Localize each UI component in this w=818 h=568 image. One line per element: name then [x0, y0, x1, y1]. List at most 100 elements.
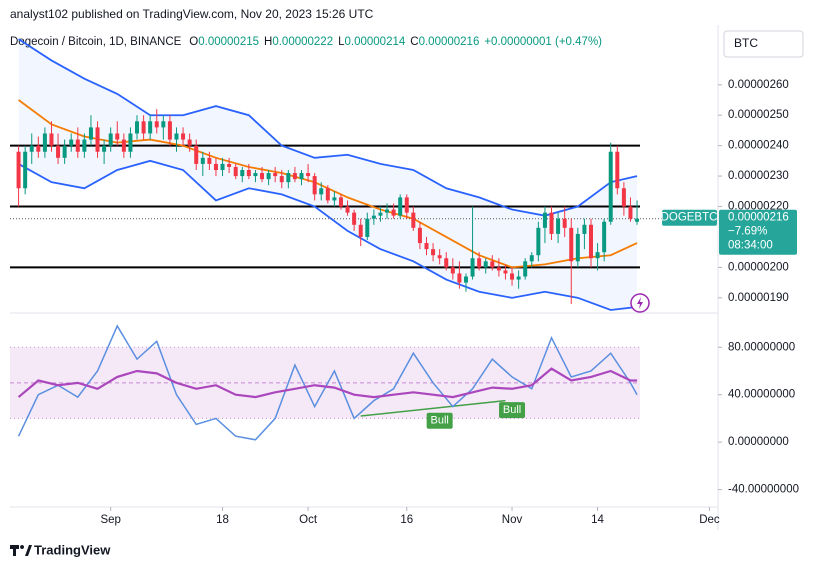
ohlc-value: 0.00000215 [198, 36, 259, 48]
candle-body [385, 209, 390, 213]
candle-body [463, 276, 468, 283]
y-tick-label: 0.00000240 [728, 140, 789, 152]
candle-body [516, 276, 521, 280]
candle-body [174, 133, 179, 140]
candle-body [345, 206, 350, 213]
candle-body [273, 173, 278, 177]
band-fill [18, 39, 638, 311]
candle-body [95, 127, 100, 152]
candle-body [128, 133, 133, 152]
candle-body [628, 206, 633, 219]
ohlc-label: L [338, 36, 345, 48]
candle-body [88, 127, 93, 140]
x-tick-label: 14 [591, 514, 604, 526]
annotation-box [426, 412, 453, 429]
candle-body [62, 145, 67, 158]
candle-body [444, 258, 449, 268]
candle-body [536, 227, 541, 256]
candle-body [437, 255, 442, 259]
candle-body [470, 258, 475, 277]
candle-body [424, 243, 429, 250]
candle-body [431, 249, 436, 256]
candle-body [154, 121, 159, 128]
candle-body [69, 139, 74, 146]
candle-body [299, 173, 304, 180]
candle-body [266, 173, 271, 180]
candle-body [220, 163, 225, 170]
candle-body [29, 145, 34, 152]
candle-body [378, 212, 383, 216]
candle-body [457, 273, 462, 283]
candle-body [42, 133, 47, 152]
x-tick-label: 16 [400, 514, 413, 526]
ohlc-label: O [189, 36, 198, 48]
symbol: Dogecoin / Bitcoin, 1D, BINANCE [10, 36, 182, 48]
candle-body [450, 267, 455, 274]
symbol-tag-text: DOGEBTC [661, 212, 718, 224]
candle-body [588, 224, 593, 259]
candle-body [549, 212, 554, 234]
candle-body [621, 188, 626, 207]
candle-body [108, 133, 113, 146]
divergence-line [360, 399, 506, 417]
y-tick-label: 0.00000220 [728, 201, 789, 213]
x-tick-label: Dec [699, 514, 720, 526]
x-tick-label: Sep [100, 514, 120, 526]
price-tag-price: 0.00000216 [728, 212, 789, 224]
candle-body [391, 209, 396, 216]
candle-body [602, 221, 607, 253]
ohlc-value: 0.00000214 [345, 36, 406, 48]
y-tick-label: -40.00000000 [728, 484, 799, 496]
candle-body [75, 139, 80, 152]
candle-body [510, 273, 515, 280]
lightning [637, 297, 643, 309]
brand-logo: TradingView [10, 542, 111, 557]
price-tag [719, 209, 797, 255]
candle-body [292, 173, 297, 180]
candle-body [338, 197, 343, 207]
candle-body [161, 121, 166, 128]
candle-body [246, 170, 251, 177]
candle-body [411, 212, 416, 228]
currency[interactable]: BTC [734, 36, 758, 50]
candle-body [319, 188, 324, 195]
candle-body [542, 212, 547, 228]
y-tick-label: 0.00000230 [728, 170, 789, 182]
candle-body [503, 270, 508, 274]
candle-body [227, 163, 232, 167]
candle-body [213, 163, 218, 170]
candle-body [529, 255, 534, 262]
price-tag-countdown: 08:34:00 [728, 240, 773, 252]
candle-body [490, 261, 495, 268]
candle-body [352, 212, 357, 225]
y-tick-label: 0.00000250 [728, 109, 789, 121]
ohlc-label: H [264, 36, 272, 48]
candle-body [187, 139, 192, 146]
candle-body [483, 261, 488, 268]
candle-body [523, 261, 528, 277]
candle-body [575, 233, 580, 262]
candle-body [371, 215, 376, 219]
brand: TradingView [34, 542, 111, 557]
candle-body [141, 121, 146, 134]
candle-body [332, 197, 337, 201]
candle-body [121, 139, 126, 152]
x-tick-label: 18 [216, 514, 229, 526]
candle-body [207, 157, 212, 164]
candle-body [404, 197, 409, 213]
ohlc-label: C [410, 36, 418, 48]
candle-body [312, 176, 317, 195]
candle-body [569, 227, 574, 262]
candle-body [556, 218, 561, 234]
ohlc-value: 0.00000216 [419, 36, 480, 48]
annotation-box [499, 402, 526, 419]
candle-body [253, 173, 258, 177]
candle-body [398, 197, 403, 216]
candle-body [181, 133, 186, 140]
candle-body [615, 151, 620, 189]
logo-mark [10, 545, 32, 556]
candle-body [582, 224, 587, 234]
candle-body [417, 227, 422, 244]
candle-body [496, 267, 501, 271]
currency-box[interactable] [723, 30, 804, 58]
